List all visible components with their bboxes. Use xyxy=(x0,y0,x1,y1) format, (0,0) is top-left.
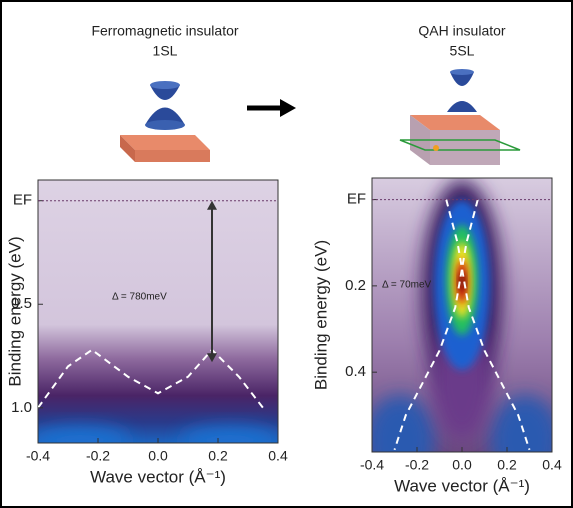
panel-title: QAH insulator xyxy=(418,23,505,39)
panel-subtitle: 5SL xyxy=(450,43,475,59)
figure: Ferromagnetic insulator1SLEF0.51.0-0.4-0… xyxy=(0,0,573,508)
x-tick-label: 0.2 xyxy=(497,457,517,473)
x-tick-label: -0.2 xyxy=(405,457,429,473)
x-tick-label: 0.2 xyxy=(208,448,228,464)
x-tick-label: 0.0 xyxy=(148,448,168,464)
schematic-5sl xyxy=(400,69,520,165)
annotation: Δ = 780meV xyxy=(112,292,167,303)
x-axis-label: Wave vector (Å⁻¹) xyxy=(394,476,530,495)
y-tick-label: EF xyxy=(347,191,366,208)
heatmap-1sl xyxy=(30,180,280,454)
x-tick-label: -0.2 xyxy=(86,448,110,464)
panel-subtitle: 1SL xyxy=(153,43,178,59)
y-tick-label: 0.2 xyxy=(345,277,366,294)
heatmap-5sl xyxy=(365,178,560,485)
schematic-1sl xyxy=(120,81,210,162)
x-tick-label: 0.4 xyxy=(542,457,562,473)
x-tick-label: -0.4 xyxy=(26,448,50,464)
annotation: Δ = 70meV xyxy=(382,280,432,291)
arrow-head xyxy=(280,99,296,117)
y-tick-label: 0.4 xyxy=(345,363,366,380)
panel-title: Ferromagnetic insulator xyxy=(91,23,238,39)
x-tick-label: -0.4 xyxy=(360,457,384,473)
x-tick-label: 0.4 xyxy=(268,448,288,464)
x-axis-label: Wave vector (Å⁻¹) xyxy=(90,467,226,486)
x-tick-label: 0.0 xyxy=(452,457,472,473)
y-axis-label: Binding energy (eV) xyxy=(5,236,24,386)
y-tick-label: EF xyxy=(13,192,32,209)
y-tick-label: 1.0 xyxy=(11,399,32,416)
y-axis-label: Binding energy (eV) xyxy=(311,240,330,390)
